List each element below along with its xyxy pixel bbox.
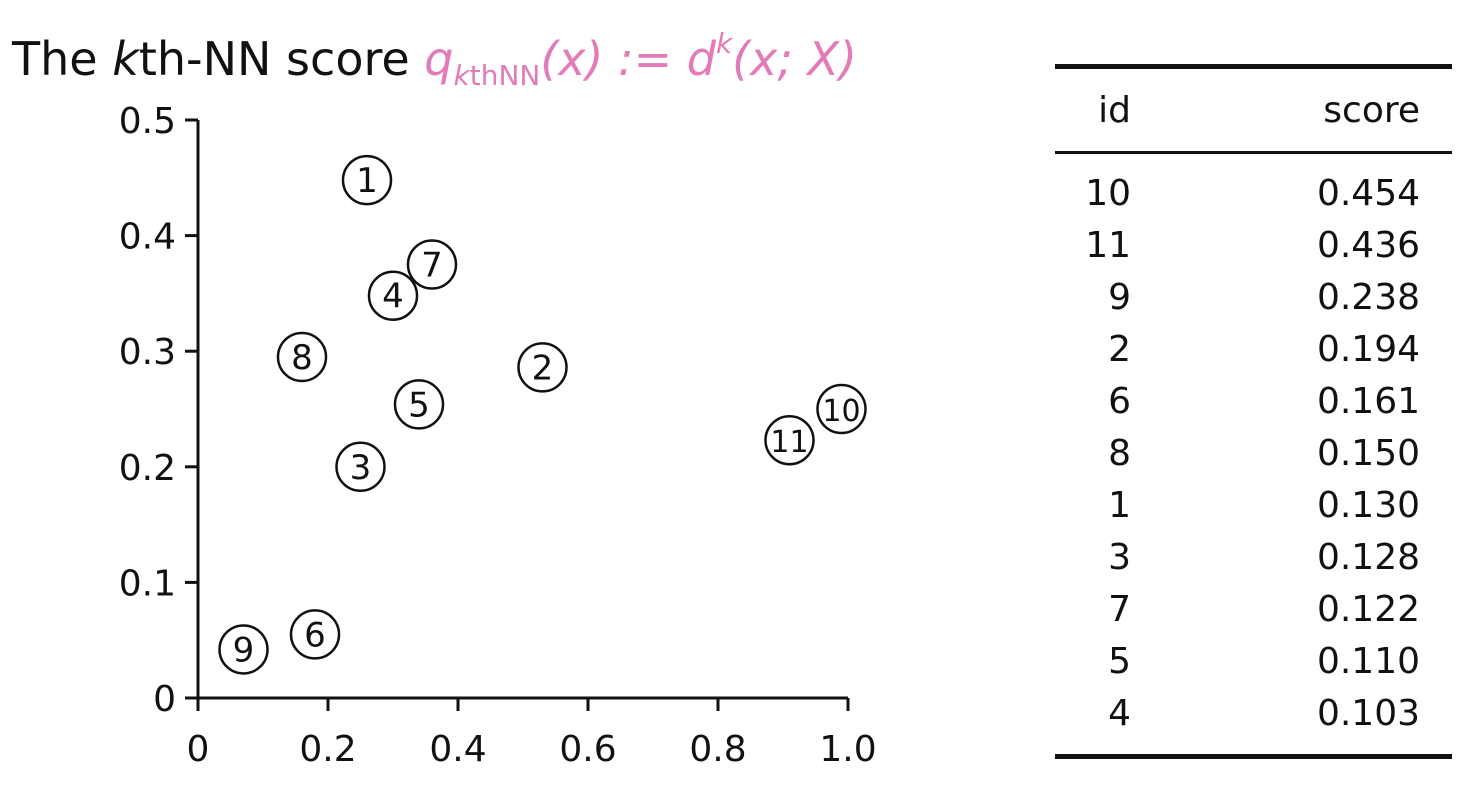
formula-superscript: k bbox=[715, 27, 733, 60]
table-row: 11 0.436 bbox=[1055, 220, 1452, 272]
point-marker bbox=[406, 239, 458, 290]
point-marker bbox=[276, 331, 328, 383]
data-points: 1 2 3 4 5 6 7 8 9 10 11 bbox=[218, 154, 867, 675]
y-tick-label: 0.4 bbox=[119, 217, 176, 258]
cell-id: 8 bbox=[1108, 433, 1131, 474]
data-point: 6 bbox=[289, 609, 341, 660]
data-point: 5 bbox=[393, 379, 445, 430]
table-header-row: id score bbox=[1055, 64, 1452, 154]
table-row: 6 0.161 bbox=[1055, 376, 1452, 428]
scatter-plot: 0 0.2 0.4 0.6 0.8 1.0 0 0.1 0.2 0.3 0.4 0.5 1 2 3 4 5 6 7… bbox=[119, 101, 877, 770]
formula-sub-rest: thNN bbox=[469, 59, 541, 92]
formula-mid: (x) := d bbox=[540, 32, 716, 86]
point-label: 10 bbox=[822, 394, 860, 429]
cell-id: 10 bbox=[1085, 173, 1131, 214]
cell-id: 1 bbox=[1108, 485, 1131, 526]
data-point: 10 bbox=[816, 383, 867, 435]
point-label: 7 bbox=[421, 246, 443, 286]
chart-title: The kth-NN score qkthNN(x) := dk(x; X) bbox=[12, 14, 857, 106]
title-k: k bbox=[112, 32, 139, 86]
cell-id: 2 bbox=[1108, 329, 1131, 370]
table-row: 4 0.103 bbox=[1055, 688, 1452, 759]
cell-score: 0.150 bbox=[1316, 433, 1420, 474]
point-label: 5 bbox=[408, 385, 430, 425]
y-tick-label: 0.2 bbox=[119, 448, 176, 489]
cell-score: 0.161 bbox=[1316, 381, 1420, 422]
x-tick-label: 1.0 bbox=[819, 729, 876, 770]
title-after-k: th-NN score bbox=[138, 32, 425, 86]
point-label: 2 bbox=[532, 348, 554, 388]
table-row: 5 0.110 bbox=[1055, 636, 1452, 688]
cell-score: 0.103 bbox=[1131, 688, 1452, 759]
data-point: 3 bbox=[335, 441, 386, 493]
cell-score: 0.436 bbox=[1316, 225, 1420, 266]
x-tick-label: 0.2 bbox=[299, 729, 356, 770]
formula-q: q bbox=[424, 32, 454, 86]
data-point: 2 bbox=[517, 342, 568, 393]
cell-id: 7 bbox=[1108, 589, 1131, 630]
point-label: 9 bbox=[233, 630, 255, 670]
y-tick-label: 0.5 bbox=[119, 101, 176, 142]
table-row: 9 0.238 bbox=[1055, 272, 1452, 324]
point-label: 6 bbox=[304, 615, 326, 655]
point-marker bbox=[341, 154, 393, 206]
cell-score: 0.454 bbox=[1316, 173, 1420, 214]
cell-score: 0.238 bbox=[1316, 277, 1420, 318]
point-label: 8 bbox=[291, 338, 313, 378]
table-row: 8 0.150 bbox=[1055, 428, 1452, 480]
point-label: 3 bbox=[350, 448, 372, 488]
point-marker bbox=[218, 624, 269, 675]
axes: 0 0.2 0.4 0.6 0.8 1.0 0 0.1 0.2 0.3 0.4 0.5 bbox=[119, 101, 877, 770]
point-marker bbox=[335, 441, 386, 493]
cell-id: 9 bbox=[1108, 277, 1131, 318]
title-formula: qkthNN(x) := dk(x; X) bbox=[424, 27, 857, 92]
cell-score: 0.194 bbox=[1316, 329, 1420, 370]
table-row: 3 0.128 bbox=[1055, 532, 1452, 584]
data-point: 7 bbox=[406, 239, 458, 290]
table-row: 1 0.130 bbox=[1055, 480, 1452, 532]
cell-id: 5 bbox=[1108, 641, 1131, 682]
cell-score: 0.110 bbox=[1316, 641, 1420, 682]
point-marker bbox=[816, 383, 867, 435]
x-tick-label: 0.8 bbox=[689, 729, 746, 770]
score-table: id score 10 0.454 11 0.436 9 0.238 2 0.194 6 0.16… bbox=[1055, 64, 1452, 759]
cell-id: 3 bbox=[1108, 537, 1131, 578]
header-score: score bbox=[1131, 64, 1452, 154]
x-tick-label: 0 bbox=[187, 729, 210, 770]
data-point: 9 bbox=[218, 624, 269, 675]
title-prefix: The bbox=[12, 32, 113, 86]
point-marker bbox=[367, 270, 419, 321]
cell-score: 0.130 bbox=[1316, 485, 1420, 526]
table-row: 10 0.454 bbox=[1055, 153, 1452, 221]
point-label: 11 bbox=[770, 425, 808, 460]
data-point: 8 bbox=[276, 331, 328, 383]
y-tick-label: 0 bbox=[153, 679, 176, 720]
point-marker bbox=[289, 609, 341, 660]
data-point: 1 bbox=[341, 154, 393, 206]
formula-subscript: kthNN bbox=[454, 59, 541, 92]
y-tick-label: 0.3 bbox=[119, 332, 176, 373]
cell-id: 4 bbox=[1055, 688, 1131, 759]
cell-score: 0.128 bbox=[1316, 537, 1420, 578]
header-id: id bbox=[1055, 64, 1131, 154]
table-row: 2 0.194 bbox=[1055, 324, 1452, 376]
formula-end: (x; X) bbox=[732, 32, 857, 86]
point-label: 1 bbox=[356, 161, 378, 201]
x-tick-label: 0.6 bbox=[559, 729, 616, 770]
formula-sub-k: k bbox=[453, 59, 470, 92]
cell-score: 0.122 bbox=[1316, 589, 1420, 630]
table-row: 7 0.122 bbox=[1055, 584, 1452, 636]
x-tick-label: 0.4 bbox=[429, 729, 486, 770]
cell-id: 11 bbox=[1085, 225, 1131, 266]
cell-id: 6 bbox=[1108, 381, 1131, 422]
table-body: 10 0.454 11 0.436 9 0.238 2 0.194 6 0.161 8 0.150 1 0… bbox=[1055, 153, 1452, 759]
point-marker bbox=[764, 414, 815, 466]
point-marker bbox=[517, 342, 568, 393]
point-label: 4 bbox=[382, 277, 404, 317]
y-tick-label: 0.1 bbox=[119, 563, 176, 604]
data-point: 11 bbox=[764, 414, 815, 466]
point-marker bbox=[393, 379, 445, 430]
data-point: 4 bbox=[367, 270, 419, 321]
